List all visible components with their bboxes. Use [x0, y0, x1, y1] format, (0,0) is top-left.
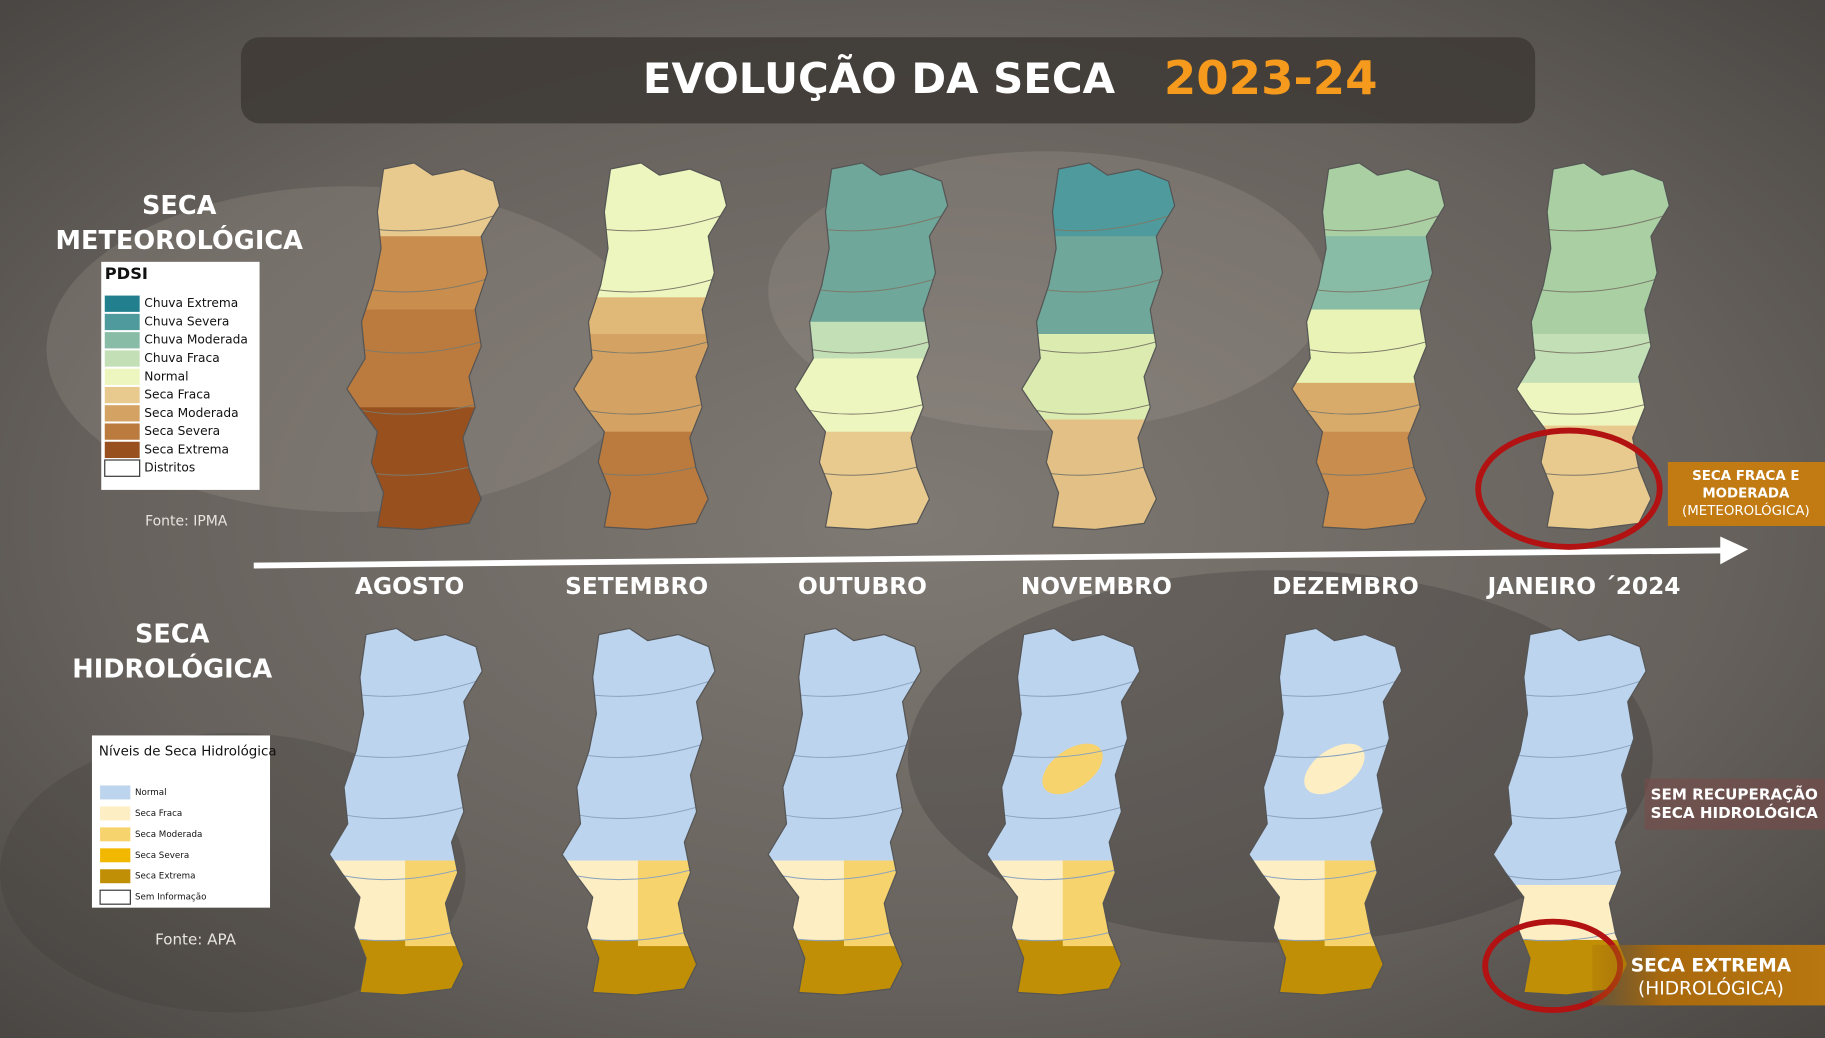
legend-swatch: [104, 405, 140, 422]
legend-label: Seca Fraca: [144, 388, 210, 402]
legend-swatch: [104, 441, 140, 459]
portugal-map: [328, 627, 483, 996]
legend-label: Normal: [135, 788, 167, 798]
legend-swatch: [104, 459, 141, 477]
timeline-arrow: [253, 547, 1723, 569]
map-outline: [346, 162, 501, 531]
legend-title: PDSI: [105, 264, 148, 283]
map-outline: [573, 162, 728, 531]
legend-label: Chuva Severa: [144, 314, 229, 328]
callout-text: SECA FRACA E: [1692, 469, 1799, 484]
section-label: METEOROLÓGICA: [56, 225, 304, 256]
callout-text: (METEOROLÓGICA): [1682, 501, 1810, 519]
map-outline: [561, 627, 716, 996]
section-label: SECA: [142, 191, 217, 221]
legend-swatch: [104, 386, 140, 404]
legend-swatch: [104, 332, 140, 349]
map-outline: [767, 627, 922, 996]
legend-swatch: [100, 806, 131, 821]
callout-text: SECA HIDROLÓGICA: [1651, 803, 1819, 822]
legend-label: Chuva Fraca: [144, 351, 219, 365]
month-label: JANEIRO ´2024: [1486, 573, 1681, 600]
legend-label: Seca Fraca: [135, 809, 182, 819]
region: [1042, 743, 1103, 795]
legend-swatch: [99, 889, 131, 905]
arrow-head: [1720, 536, 1749, 565]
legend-label: Distritos: [144, 461, 195, 475]
legend-swatch: [104, 350, 140, 367]
source: Fonte: IPMA: [145, 513, 228, 529]
title-banner: [240, 37, 1536, 124]
month-label: NOVEMBRO: [1021, 573, 1172, 600]
callout-box: [1667, 461, 1825, 526]
month-label: AGOSTO: [355, 573, 464, 600]
legend-label: Sem Informação: [135, 893, 206, 903]
legend-label: Chuva Extrema: [144, 296, 238, 310]
map-outline: [986, 627, 1141, 996]
callout-box: [1592, 944, 1825, 1006]
map-outline: [1291, 162, 1446, 531]
section-label: HIDROLÓGICA: [72, 653, 272, 684]
map-outline: [1515, 162, 1670, 531]
legend-swatch: [104, 423, 140, 440]
legend-swatch: [104, 295, 140, 312]
month-label: OUTUBRO: [798, 573, 927, 600]
callout-text: SECA EXTREMA: [1631, 955, 1792, 976]
section-label: SECA: [135, 619, 210, 649]
region: [1304, 743, 1365, 795]
legend-swatch: [100, 848, 131, 863]
title: EVOLUÇÃO DA SECA: [643, 53, 1116, 103]
callout-box: [1644, 778, 1825, 830]
legend-swatch: [104, 313, 140, 331]
callout-text: (HIDROLÓGICA): [1638, 976, 1784, 1000]
legend-swatch: [100, 827, 131, 842]
legend-label: Normal: [144, 369, 188, 383]
legend-label: Seca Severa: [144, 424, 220, 438]
map-outline: [1248, 627, 1403, 996]
legend-swatch: [104, 368, 140, 385]
source: Fonte: APA: [155, 931, 237, 949]
title-period: 2023-24: [1164, 51, 1378, 105]
legend-label: Chuva Moderada: [144, 333, 248, 347]
callout-text: SEM RECUPERAÇÃO: [1651, 784, 1818, 803]
legend-title: Níveis de Seca Hidrológica: [99, 744, 277, 760]
map-regions: [329, 628, 483, 995]
legend-label: Seca Extrema: [135, 872, 196, 882]
legend-label: Seca Severa: [135, 851, 189, 861]
map-outline: [794, 162, 949, 531]
month-label: SETEMBRO: [565, 573, 708, 600]
callout-text: MODERADA: [1702, 486, 1790, 501]
map-outline: [1021, 162, 1176, 531]
legend-label: Seca Moderada: [144, 406, 238, 420]
legend-label: Seca Extrema: [144, 442, 229, 456]
legend-swatch: [100, 785, 131, 800]
legend-swatch: [100, 869, 131, 884]
legend-label: Seca Moderada: [135, 830, 202, 840]
month-label: DEZEMBRO: [1272, 573, 1419, 600]
highlight-circle: [1475, 427, 1663, 550]
map-outline: [328, 627, 483, 996]
